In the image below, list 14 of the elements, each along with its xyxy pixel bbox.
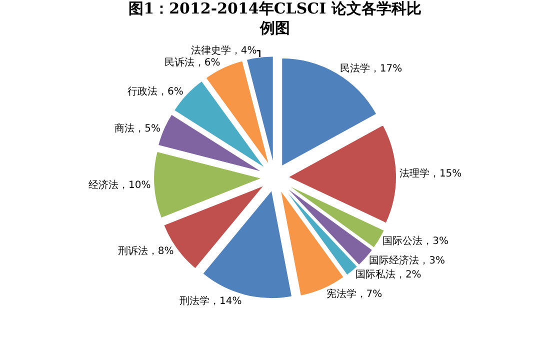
- slice-label: 刑诉法，8%: [118, 244, 174, 257]
- slice-label: 商法，5%: [114, 122, 160, 134]
- slice-label: 国际私法，2%: [355, 268, 422, 281]
- slice-label: 国际公法，3%: [382, 234, 448, 247]
- slice-label: 国际经济法，3%: [369, 254, 446, 266]
- slice-label: 行政法，6%: [128, 86, 184, 98]
- slice-label: 经济法，10%: [88, 179, 151, 192]
- slice-label: 宪法学，7%: [326, 288, 382, 300]
- slice-label: 法律史学，4%: [190, 44, 257, 57]
- slice-label: 法理学，15%: [399, 168, 462, 180]
- slice-label: 民诉法，6%: [164, 56, 220, 69]
- chart-title: 图1：2012-2014年CLSCI 论文各学科比例图: [128, 0, 422, 38]
- slice-label: 民法学，17%: [340, 62, 402, 74]
- slice-label: 刑法学，14%: [180, 294, 242, 307]
